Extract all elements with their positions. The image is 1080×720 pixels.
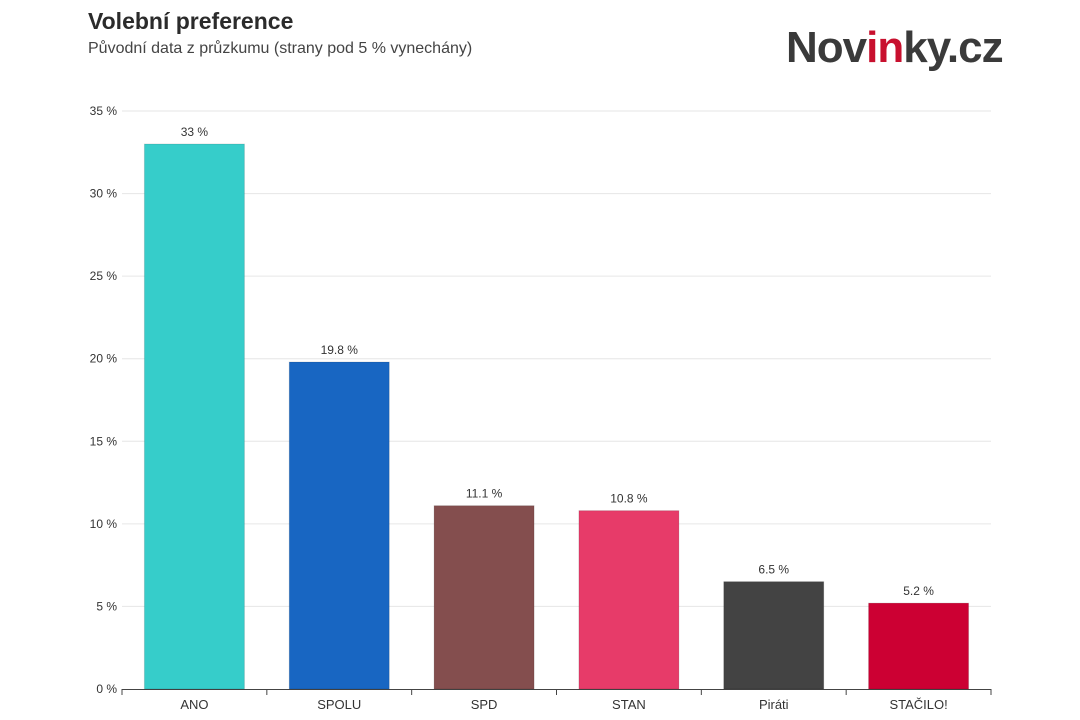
novinky-logo: Novinky.cz	[786, 23, 1004, 72]
y-tick-label: 30 %	[90, 187, 118, 201]
x-category-label: SPD	[471, 697, 498, 712]
x-category-label: Piráti	[759, 697, 789, 712]
y-tick-label: 20 %	[90, 352, 118, 366]
data-label: 10.8 %	[610, 492, 648, 506]
bar-3	[578, 510, 680, 690]
x-category-label: SPOLU	[317, 697, 361, 712]
x-category-label: STAN	[612, 697, 646, 712]
logo-text-start: Nov	[786, 23, 867, 72]
logo-text-end: ky.cz	[903, 23, 1003, 72]
data-label: 6.5 %	[758, 563, 789, 577]
logo-text-accent: in	[866, 23, 904, 72]
bar-5	[868, 602, 970, 690]
bar-4	[723, 581, 825, 690]
y-tick-label: 0 %	[96, 682, 117, 696]
y-tick-label: 25 %	[90, 269, 118, 283]
bar-2	[433, 505, 535, 690]
x-category-label: ANO	[180, 697, 208, 712]
bar-1	[288, 361, 390, 690]
data-label: 19.8 %	[321, 343, 359, 357]
y-tick-label: 10 %	[90, 517, 118, 531]
data-label: 11.1 %	[466, 487, 503, 501]
x-category-label: STAČILO!	[889, 697, 947, 712]
data-label: 5.2 %	[903, 584, 934, 598]
bar-0	[143, 143, 245, 690]
y-tick-label: 5 %	[96, 599, 117, 613]
chart-title: Volební preference	[88, 8, 294, 34]
data-label: 33 %	[181, 125, 209, 139]
y-tick-label: 35 %	[90, 104, 118, 118]
chart-subtitle: Původní data z průzkumu (strany pod 5 % …	[88, 40, 473, 57]
y-tick-label: 15 %	[90, 434, 118, 448]
